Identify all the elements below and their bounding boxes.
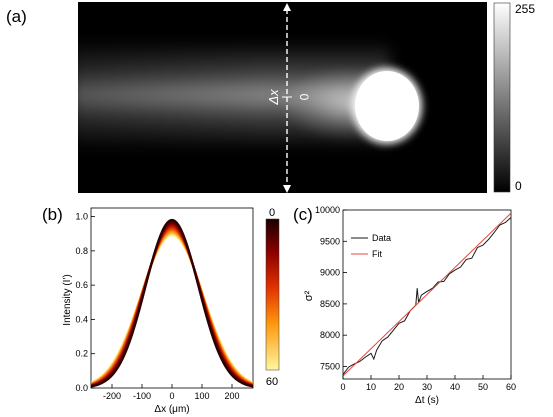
panel-c-ytick-label: 9500 bbox=[320, 236, 340, 246]
panel-b-colorbar-bottom: 60 bbox=[266, 376, 278, 388]
panel-b: (b) -200 -100 0 100 200 0.0 0.2 0.4 0.6 0.8 1.0 In… bbox=[42, 205, 280, 415]
panel-b-ytick-label: 0.8 bbox=[75, 246, 88, 256]
panel-c-ytick-label: 7500 bbox=[320, 361, 340, 371]
panel-c-ylabel: σ² bbox=[303, 290, 315, 301]
panel-b-ytick-label: 0.6 bbox=[75, 280, 88, 290]
panel-b-colorbar: 0 60 bbox=[265, 207, 280, 388]
panel-a-label: (a) bbox=[6, 7, 27, 26]
panel-b-axes: -200 -100 0 100 200 0.0 0.2 0.4 0.6 0.8 1.0 bbox=[75, 212, 239, 401]
panel-b-xtick-label: 200 bbox=[224, 391, 239, 401]
panel-c-ytick-label: 8500 bbox=[320, 299, 340, 309]
legend-fit-label: Fit bbox=[372, 249, 382, 259]
panel-b-xtick-label: -200 bbox=[103, 391, 121, 401]
panel-b-ytick-label: 1.0 bbox=[75, 212, 88, 222]
delta-x-label: Δx bbox=[266, 89, 281, 106]
panel-c-xtick-label: 20 bbox=[394, 382, 404, 392]
panel-c: (c) 0 10 20 30 40 50 60 7500 8000 8500 9000 9500 100… bbox=[293, 205, 516, 406]
panel-c-xtick-label: 50 bbox=[478, 382, 488, 392]
panel-a-colorbar-gradient bbox=[493, 2, 511, 193]
panel-c-xtick-label: 60 bbox=[506, 382, 516, 392]
panel-c-legend: Data Fit bbox=[351, 233, 391, 259]
panel-b-ytick-label: 0.0 bbox=[75, 383, 88, 393]
panel-a-image bbox=[78, 40, 422, 150]
panel-c-ytick-label: 9000 bbox=[320, 268, 340, 278]
panel-a-colorbar-min: 0 bbox=[515, 179, 522, 193]
panel-a: (a) Δx 0 255 0 bbox=[6, 2, 535, 193]
panel-c-xtick-label: 10 bbox=[366, 382, 376, 392]
panel-b-colorbar-top: 0 bbox=[269, 207, 275, 219]
panel-b-xtick-label: -100 bbox=[133, 391, 151, 401]
panel-c-xtick-label: 30 bbox=[422, 382, 432, 392]
panel-c-xtick-label: 0 bbox=[340, 382, 345, 392]
panel-c-ytick-label: 8000 bbox=[320, 330, 340, 340]
panel-b-colorbar-gradient bbox=[265, 218, 280, 371]
panel-b-xtick-label: 0 bbox=[169, 391, 174, 401]
panel-c-lines bbox=[343, 212, 511, 377]
panel-b-ylabel: Intensity (I') bbox=[62, 274, 73, 325]
panel-a-colorbar: 255 0 bbox=[493, 2, 535, 193]
fit-series-line bbox=[343, 212, 511, 377]
profile-curve bbox=[91, 218, 253, 388]
panel-c-xtick-label: 40 bbox=[450, 382, 460, 392]
panel-b-label: (b) bbox=[42, 205, 63, 224]
panel-a-blob-core bbox=[355, 71, 419, 141]
panel-c-axes: 0 10 20 30 40 50 60 7500 8000 8500 9000 9500 10000 bbox=[315, 205, 516, 392]
panel-c-xlabel: Δt (s) bbox=[415, 395, 439, 406]
panel-a-colorbar-max: 255 bbox=[515, 2, 535, 16]
panel-b-curves bbox=[91, 218, 253, 388]
data-series-line bbox=[343, 217, 511, 375]
delta-x-arrow-bottom bbox=[283, 185, 291, 193]
delta-x-zero-label: 0 bbox=[297, 94, 311, 101]
panel-c-label: (c) bbox=[293, 205, 313, 224]
panel-b-xlabel: Δx (μm) bbox=[154, 404, 189, 415]
delta-x-marker: Δx 0 bbox=[266, 3, 311, 193]
delta-x-arrow-top bbox=[283, 3, 291, 11]
panel-c-ytick-label: 10000 bbox=[315, 205, 340, 215]
panel-b-xtick-label: 100 bbox=[194, 391, 209, 401]
panel-b-ytick-label: 0.2 bbox=[75, 349, 88, 359]
panel-b-ytick-label: 0.4 bbox=[75, 314, 88, 324]
legend-data-label: Data bbox=[372, 233, 391, 243]
